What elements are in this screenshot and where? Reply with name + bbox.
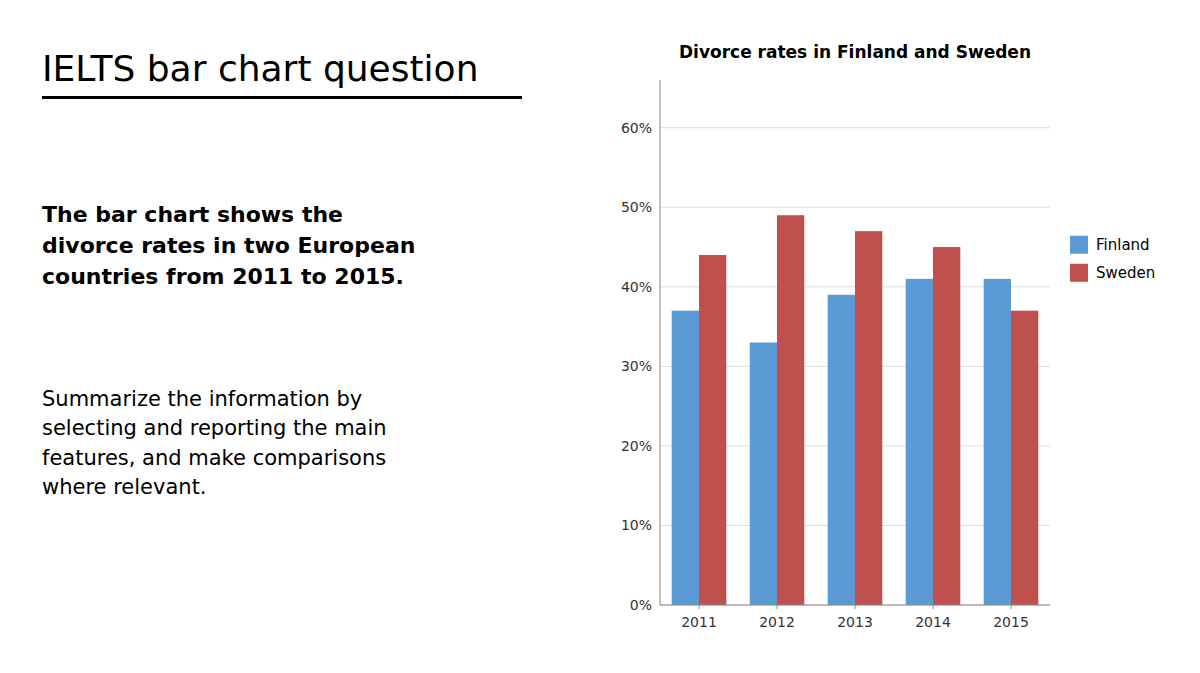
bar	[672, 311, 699, 605]
legend-label: Sweden	[1096, 264, 1155, 282]
x-tick-label: 2014	[915, 614, 951, 630]
bar	[828, 295, 855, 605]
chart-title: Divorce rates in Finland and Sweden	[679, 42, 1031, 62]
text-panel: IELTS bar chart question The bar chart sh…	[0, 0, 590, 673]
legend-swatch	[1070, 236, 1088, 254]
paragraph: Summarize the information by selecting a…	[42, 385, 387, 503]
y-tick-label: 30%	[621, 358, 652, 374]
y-tick-label: 50%	[621, 199, 652, 215]
x-tick-label: 2013	[837, 614, 873, 630]
paragraph: The bar chart shows the divorce rates in…	[42, 200, 415, 292]
x-tick	[777, 605, 778, 609]
legend: Finland Sweden	[1070, 236, 1155, 282]
bar	[984, 279, 1011, 605]
chart: Divorce rates in Finland and Sweden 0% 10%…	[600, 0, 1200, 673]
x-tick-label: 2015	[993, 614, 1029, 630]
x-tick	[699, 605, 700, 609]
legend-label: Finland	[1096, 236, 1150, 254]
y-tick-label: 40%	[621, 279, 652, 295]
x-tick	[1011, 605, 1012, 609]
bar	[750, 343, 777, 606]
grid-line	[660, 207, 1050, 208]
bar	[777, 215, 804, 605]
x-tick-label: 2011	[681, 614, 717, 630]
y-tick-label: 10%	[621, 517, 652, 533]
bar	[906, 279, 933, 605]
page-heading: IELTS bar chart question	[42, 48, 478, 89]
bar	[1011, 311, 1038, 605]
legend-swatch	[1070, 264, 1088, 282]
x-tick	[855, 605, 856, 609]
bar	[855, 231, 882, 605]
bar	[933, 247, 960, 605]
y-axis-line	[660, 80, 661, 605]
y-tick-label: 0%	[630, 597, 652, 613]
grid-line	[660, 127, 1050, 128]
grid	[660, 128, 1050, 605]
y-tick-label: 60%	[621, 120, 652, 136]
x-tick	[933, 605, 934, 609]
bar	[699, 255, 726, 605]
x-tick-label: 2012	[759, 614, 795, 630]
heading-rule	[42, 96, 522, 99]
y-tick-label: 20%	[621, 438, 652, 454]
bars	[672, 215, 1039, 605]
